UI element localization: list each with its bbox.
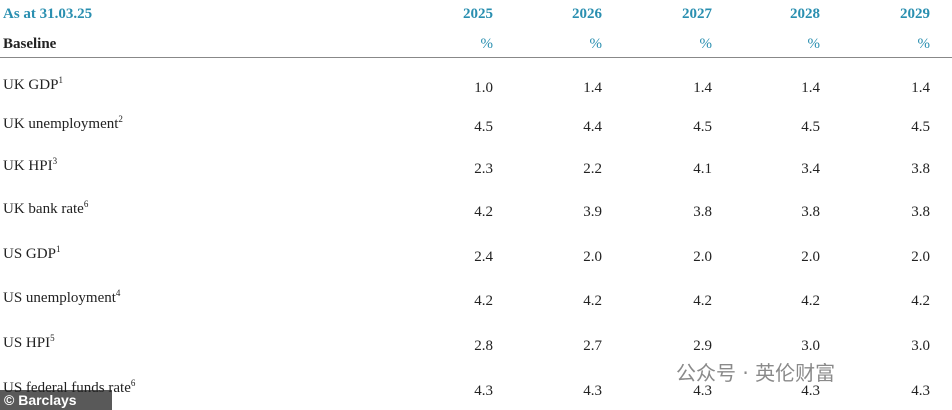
- value-cell: 4.2: [583, 293, 602, 309]
- value-cell: 2.3: [474, 161, 493, 177]
- value-cell: 2.7: [583, 338, 602, 354]
- value-cell: 4.1: [693, 161, 712, 177]
- value-cell: 1.4: [911, 80, 930, 96]
- value-cell: 1.4: [583, 80, 602, 96]
- unit-header: %: [807, 36, 821, 52]
- value-cell: 4.5: [911, 119, 930, 135]
- footnote-ref: 1: [55, 244, 61, 254]
- footnote-ref: 1: [58, 75, 63, 85]
- value-cell: 3.8: [911, 161, 930, 177]
- header-title: As at 31.03.25: [3, 6, 93, 22]
- value-cell: 4.2: [801, 293, 820, 309]
- row-label: US federal funds rate6: [3, 373, 135, 398]
- label-text: UK unemployment: [3, 116, 119, 132]
- row-label: UK bank rate6: [3, 194, 88, 219]
- label-text: US GDP: [3, 246, 56, 262]
- value-cell: 4.5: [474, 119, 493, 135]
- year-header: 2026: [572, 6, 602, 22]
- footnote-ref: 3: [52, 156, 58, 166]
- value-cell: 1.0: [474, 80, 493, 96]
- row-label: UK HPI3: [3, 151, 57, 176]
- value-cell: 2.4: [474, 249, 493, 265]
- value-cell: 4.5: [801, 119, 820, 135]
- footnote-ref: 5: [50, 333, 55, 343]
- value-cell: 1.4: [693, 80, 712, 96]
- label-text: UK GDP: [3, 77, 59, 93]
- value-cell: 2.0: [911, 249, 930, 265]
- value-cell: 4.3: [474, 383, 493, 399]
- label-text: US unemployment: [3, 290, 116, 306]
- divider: [0, 57, 952, 58]
- value-cell: 3.8: [693, 204, 712, 220]
- value-cell: 4.2: [693, 293, 712, 309]
- credit-watermark: © Barclays: [0, 390, 112, 410]
- unit-header: %: [589, 36, 603, 52]
- unit-header: %: [699, 36, 713, 52]
- value-cell: 4.2: [911, 293, 930, 309]
- value-cell: 3.0: [801, 338, 820, 354]
- value-cell: 3.4: [801, 161, 820, 177]
- value-cell: 3.9: [583, 204, 602, 220]
- value-cell: 4.2: [474, 293, 493, 309]
- value-cell: 4.3: [583, 383, 602, 399]
- label-text: UK bank rate: [3, 201, 84, 217]
- unit-header: %: [480, 36, 494, 52]
- row-label: US unemployment4: [3, 283, 120, 308]
- value-cell: 4.5: [693, 119, 712, 135]
- year-header: 2025: [463, 6, 493, 22]
- label-text: UK HPI: [3, 158, 53, 174]
- row-label: US HPI5: [3, 328, 55, 353]
- value-cell: 3.0: [911, 338, 930, 354]
- value-cell: 2.0: [693, 249, 712, 265]
- footnote-ref: 6: [83, 199, 89, 209]
- footnote-ref: 6: [130, 378, 136, 388]
- value-cell: 4.3: [693, 383, 712, 399]
- value-cell: 2.2: [583, 161, 602, 177]
- year-header: 2027: [682, 6, 712, 22]
- value-cell: 4.3: [801, 383, 820, 399]
- value-cell: 2.0: [583, 249, 602, 265]
- value-cell: 3.8: [911, 204, 930, 220]
- value-cell: 1.4: [801, 80, 820, 96]
- year-header: 2029: [900, 6, 930, 22]
- subheader-title: Baseline: [3, 36, 57, 52]
- footnote-ref: 2: [118, 114, 123, 124]
- value-cell: 3.8: [801, 204, 820, 220]
- value-cell: 2.9: [693, 338, 712, 354]
- unit-header: %: [917, 36, 931, 52]
- value-cell: 4.2: [474, 204, 493, 220]
- year-header: 2028: [790, 6, 820, 22]
- label-text: US federal funds rate: [3, 380, 131, 396]
- value-cell: 2.8: [474, 338, 493, 354]
- row-label: UK unemployment2: [3, 109, 123, 134]
- value-cell: 4.4: [583, 119, 602, 135]
- wechat-watermark: 公众号 · 英伦财富: [676, 361, 836, 385]
- row-label: US GDP1: [3, 239, 60, 264]
- value-cell: 2.0: [801, 249, 820, 265]
- row-label: UK GDP1: [3, 70, 63, 95]
- label-text: US HPI: [3, 335, 51, 351]
- footnote-ref: 4: [115, 288, 121, 298]
- value-cell: 4.3: [911, 383, 930, 399]
